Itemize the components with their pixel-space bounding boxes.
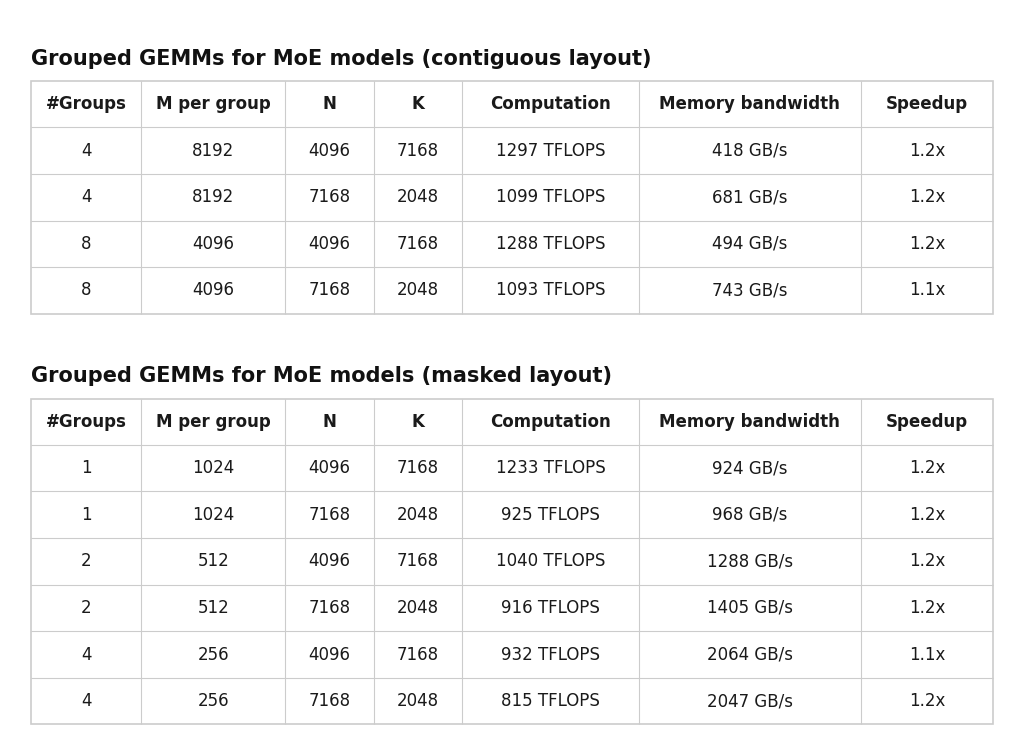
Text: 1288 TFLOPS: 1288 TFLOPS xyxy=(496,235,605,253)
Text: 8192: 8192 xyxy=(193,188,234,206)
Text: 1.2x: 1.2x xyxy=(908,188,945,206)
Text: 512: 512 xyxy=(198,599,229,617)
Text: 4096: 4096 xyxy=(308,235,350,253)
Text: 1024: 1024 xyxy=(193,505,234,524)
Text: 4096: 4096 xyxy=(308,141,350,160)
Text: K: K xyxy=(412,95,424,113)
Text: 7168: 7168 xyxy=(397,552,439,571)
Text: 256: 256 xyxy=(198,692,229,710)
Text: 1.1x: 1.1x xyxy=(908,281,945,300)
Text: 7168: 7168 xyxy=(397,459,439,477)
Text: 1.2x: 1.2x xyxy=(908,505,945,524)
Text: 1405 GB/s: 1405 GB/s xyxy=(707,599,793,617)
Text: 8192: 8192 xyxy=(193,141,234,160)
Text: 7168: 7168 xyxy=(308,505,350,524)
Text: 4: 4 xyxy=(81,692,91,710)
Text: 1040 TFLOPS: 1040 TFLOPS xyxy=(496,552,605,571)
Text: 4096: 4096 xyxy=(193,235,234,253)
Text: M per group: M per group xyxy=(156,413,270,431)
Text: 1.2x: 1.2x xyxy=(908,459,945,477)
Text: 4096: 4096 xyxy=(308,645,350,664)
Text: M per group: M per group xyxy=(156,95,270,113)
Text: 8: 8 xyxy=(81,281,91,300)
Text: N: N xyxy=(323,413,336,431)
Text: Computation: Computation xyxy=(490,413,611,431)
Text: 925 TFLOPS: 925 TFLOPS xyxy=(502,505,600,524)
Text: K: K xyxy=(412,413,424,431)
Text: 2: 2 xyxy=(81,599,91,617)
Text: 2048: 2048 xyxy=(397,692,439,710)
Text: 1233 TFLOPS: 1233 TFLOPS xyxy=(496,459,605,477)
Text: 1.2x: 1.2x xyxy=(908,235,945,253)
Text: #Groups: #Groups xyxy=(46,413,127,431)
Text: 7168: 7168 xyxy=(308,599,350,617)
Text: 1.2x: 1.2x xyxy=(908,599,945,617)
Text: 924 GB/s: 924 GB/s xyxy=(712,459,787,477)
Text: 2048: 2048 xyxy=(397,599,439,617)
Text: 815 TFLOPS: 815 TFLOPS xyxy=(502,692,600,710)
Bar xyxy=(31,81,993,314)
Text: 4096: 4096 xyxy=(308,552,350,571)
Text: 4: 4 xyxy=(81,188,91,206)
Text: 2048: 2048 xyxy=(397,281,439,300)
Text: 1297 TFLOPS: 1297 TFLOPS xyxy=(496,141,605,160)
Text: 1093 TFLOPS: 1093 TFLOPS xyxy=(496,281,605,300)
Text: 916 TFLOPS: 916 TFLOPS xyxy=(502,599,600,617)
Text: 1099 TFLOPS: 1099 TFLOPS xyxy=(496,188,605,206)
Text: 1.2x: 1.2x xyxy=(908,141,945,160)
Text: 4096: 4096 xyxy=(193,281,234,300)
Text: 4: 4 xyxy=(81,645,91,664)
Text: Speedup: Speedup xyxy=(886,95,968,113)
Text: 932 TFLOPS: 932 TFLOPS xyxy=(501,645,600,664)
Text: 512: 512 xyxy=(198,552,229,571)
Text: 2: 2 xyxy=(81,552,91,571)
Text: 743 GB/s: 743 GB/s xyxy=(712,281,787,300)
Text: 256: 256 xyxy=(198,645,229,664)
Text: 4096: 4096 xyxy=(308,459,350,477)
Text: 2064 GB/s: 2064 GB/s xyxy=(707,645,793,664)
Text: 8: 8 xyxy=(81,235,91,253)
Text: 2048: 2048 xyxy=(397,188,439,206)
Text: 7168: 7168 xyxy=(308,692,350,710)
Text: Memory bandwidth: Memory bandwidth xyxy=(659,95,841,113)
Text: N: N xyxy=(323,95,336,113)
Text: 2047 GB/s: 2047 GB/s xyxy=(707,692,793,710)
Text: Memory bandwidth: Memory bandwidth xyxy=(659,413,841,431)
Text: 1.2x: 1.2x xyxy=(908,692,945,710)
Text: 1.2x: 1.2x xyxy=(908,552,945,571)
Text: #Groups: #Groups xyxy=(46,95,127,113)
Text: 681 GB/s: 681 GB/s xyxy=(712,188,787,206)
Text: 4: 4 xyxy=(81,141,91,160)
Text: 1: 1 xyxy=(81,459,91,477)
Text: Computation: Computation xyxy=(490,95,611,113)
Text: 7168: 7168 xyxy=(397,141,439,160)
Text: 7168: 7168 xyxy=(397,645,439,664)
Text: 968 GB/s: 968 GB/s xyxy=(712,505,787,524)
Text: Speedup: Speedup xyxy=(886,413,968,431)
Text: 7168: 7168 xyxy=(308,188,350,206)
Text: 1.1x: 1.1x xyxy=(908,645,945,664)
Text: 494 GB/s: 494 GB/s xyxy=(712,235,787,253)
Text: 2048: 2048 xyxy=(397,505,439,524)
Text: Grouped GEMMs for MoE models (contiguous layout): Grouped GEMMs for MoE models (contiguous… xyxy=(31,49,651,69)
Text: 1288 GB/s: 1288 GB/s xyxy=(707,552,793,571)
Text: 7168: 7168 xyxy=(308,281,350,300)
Text: 1: 1 xyxy=(81,505,91,524)
Text: 418 GB/s: 418 GB/s xyxy=(712,141,787,160)
Bar xyxy=(31,399,993,724)
Text: Grouped GEMMs for MoE models (masked layout): Grouped GEMMs for MoE models (masked lay… xyxy=(31,366,611,386)
Text: 1024: 1024 xyxy=(193,459,234,477)
Text: 7168: 7168 xyxy=(397,235,439,253)
